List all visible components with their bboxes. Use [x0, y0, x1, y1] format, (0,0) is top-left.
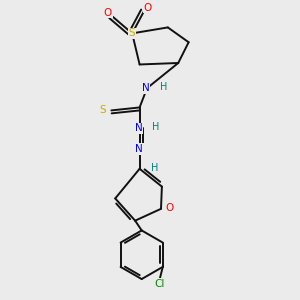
Text: N: N	[135, 144, 143, 154]
Text: H: H	[160, 82, 167, 92]
Text: O: O	[104, 8, 112, 18]
Text: H: H	[152, 122, 160, 132]
Text: S: S	[100, 105, 106, 116]
Text: Cl: Cl	[154, 279, 165, 289]
Text: N: N	[135, 123, 142, 133]
Text: N: N	[142, 83, 149, 93]
Text: H: H	[152, 163, 159, 173]
Text: S: S	[129, 28, 136, 38]
Text: O: O	[143, 3, 152, 13]
Text: O: O	[166, 203, 174, 213]
